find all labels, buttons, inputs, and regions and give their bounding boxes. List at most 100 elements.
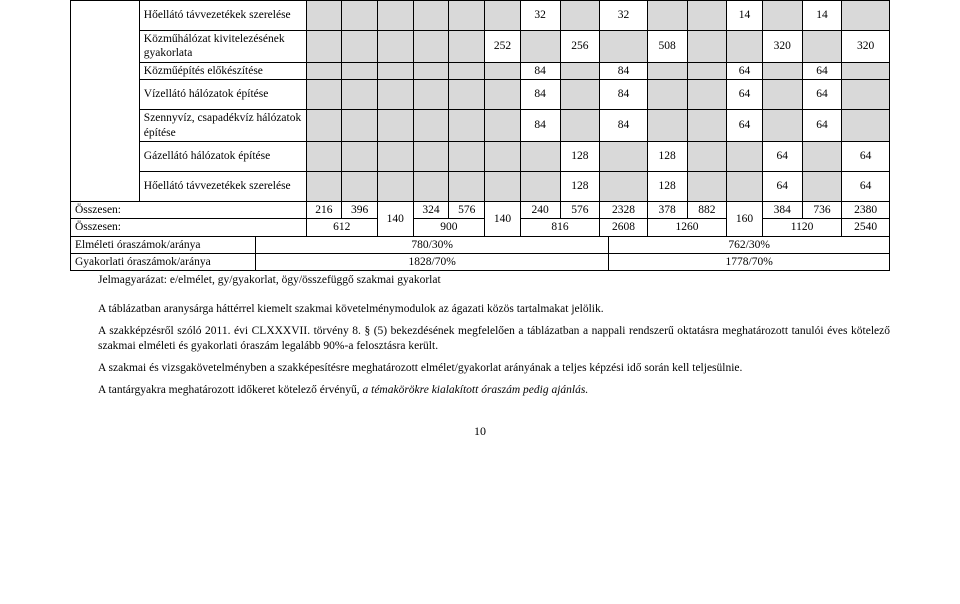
table-cell [560,1,600,31]
table-cell: 64 [842,171,890,201]
table-cell [377,80,413,110]
page-number: 10 [70,424,890,439]
table-cell [306,110,342,142]
table-cell [687,110,727,142]
table-cell [449,110,485,142]
table-cell [413,62,449,79]
ratio-right: 762/30% [609,237,890,254]
sum-label: Összesen: [71,219,307,236]
sum-label: Összesen: [71,201,307,218]
ratio-right: 1778/70% [609,254,890,271]
paragraph-3: A szakmai és vizsgakövetelményben a szak… [70,361,890,375]
table-cell: 816 [520,219,599,236]
table-cell [342,141,378,171]
row-label: Közműépítés előkészítése [139,62,306,79]
paragraph-4: A tantárgyakra meghatározott időkeret kö… [70,383,890,397]
table-cell: 576 [560,201,600,218]
table-cell [687,1,727,31]
table-cell [727,141,763,171]
table-cell: 64 [802,62,842,79]
table-cell: 64 [762,141,802,171]
table-cell: 2328 [600,201,648,218]
table-cell: 140 [377,201,413,236]
table-cell [520,141,560,171]
table-cell [727,31,763,63]
table-cell [306,1,342,31]
table-cell [687,141,727,171]
row-label: Szennyvíz, csapadékvíz hálózatok építése [139,110,306,142]
table-cell [449,141,485,171]
ratio-label: Elméleti óraszámok/aránya [71,237,256,254]
table-cell: 84 [600,110,648,142]
curriculum-table: Hőellátó távvezetékek szerelése32321414K… [70,0,890,237]
table-cell [687,171,727,201]
table-cell [485,80,521,110]
table-cell [762,110,802,142]
table-cell [600,31,648,63]
table-cell: 64 [842,141,890,171]
table-cell: 64 [802,110,842,142]
table-legend: Jelmagyarázat: e/elmélet, gy/gyakorlat, … [70,273,890,287]
table-cell [762,80,802,110]
table-cell [377,31,413,63]
table-cell [647,80,687,110]
table-cell [485,62,521,79]
table-cell: 128 [560,171,600,201]
table-cell: 2608 [600,219,648,236]
table-cell [762,1,802,31]
table-cell: 256 [560,31,600,63]
row-label: Vízellátó hálózatok építése [139,80,306,110]
row-label: Hőellátó távvezetékek szerelése [139,171,306,201]
table-cell [520,31,560,63]
table-cell [762,62,802,79]
table-cell: 84 [520,80,560,110]
table-cell [449,1,485,31]
table-cell [485,1,521,31]
paragraph-4a: A tantárgyakra meghatározott időkeret kö… [98,384,363,396]
table-cell: 84 [600,62,648,79]
table-cell: 576 [449,201,485,218]
table-cell [342,110,378,142]
table-cell: 64 [727,110,763,142]
table-cell [449,171,485,201]
table-cell [342,171,378,201]
table-cell [449,62,485,79]
table-cell [727,171,763,201]
table-cell [647,62,687,79]
table-cell: 1260 [647,219,726,236]
table-cell: 882 [687,201,727,218]
table-cell [687,80,727,110]
table-cell [520,171,560,201]
table-cell: 396 [342,201,378,218]
table-cell: 84 [520,62,560,79]
table-cell [377,110,413,142]
table-cell: 64 [727,62,763,79]
table-cell: 252 [485,31,521,63]
table-cell [560,80,600,110]
table-cell: 84 [520,110,560,142]
table-cell [485,110,521,142]
table-cell [842,1,890,31]
table-cell: 32 [520,1,560,31]
table-cell [449,31,485,63]
table-cell [842,80,890,110]
table-cell [485,141,521,171]
table-cell [647,110,687,142]
table-cell [306,80,342,110]
table-cell [342,62,378,79]
table-cell [413,1,449,31]
table-cell: 128 [560,141,600,171]
table-cell [413,31,449,63]
ratio-table: Elméleti óraszámok/aránya 780/30% 762/30… [70,237,890,272]
table-cell: 1120 [762,219,841,236]
ratio-label: Gyakorlati óraszámok/aránya [71,254,256,271]
table-cell [306,141,342,171]
table-cell: 324 [413,201,449,218]
table-cell: 2540 [842,219,890,236]
table-cell: 320 [842,31,890,63]
table-cell: 64 [802,80,842,110]
table-cell [306,31,342,63]
table-cell [647,1,687,31]
table-cell: 736 [802,201,842,218]
table-cell [306,62,342,79]
